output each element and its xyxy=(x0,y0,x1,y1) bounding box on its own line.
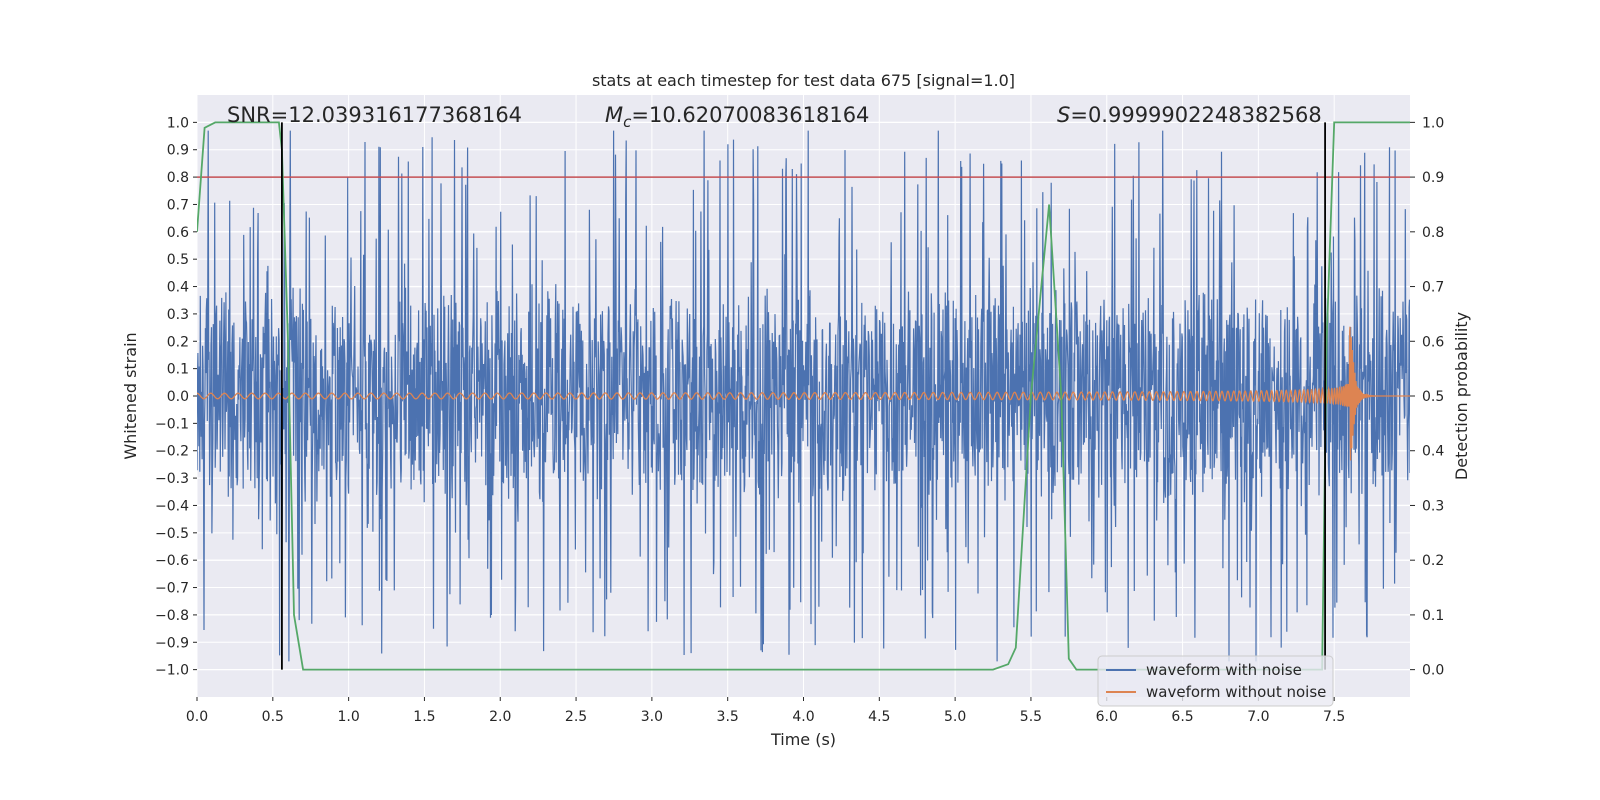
x-tick-label: 2.5 xyxy=(565,709,587,725)
mc-value: =10.62070083618164 xyxy=(631,103,869,127)
y-tick-label: −0.3 xyxy=(155,471,189,487)
y2-tick-label: 0.1 xyxy=(1422,608,1444,624)
y-tick-label: −0.5 xyxy=(155,526,189,542)
legend: waveform with noise waveform without noi… xyxy=(1097,655,1334,707)
series-waveform-with-noise xyxy=(197,130,1410,662)
x-tick-label: 5.5 xyxy=(1020,709,1042,725)
marks-layer xyxy=(281,122,1326,670)
mc-subscript: c xyxy=(623,113,632,131)
x-tick-label: 6.0 xyxy=(1096,709,1118,725)
y2-tick-label: 0.2 xyxy=(1422,553,1444,569)
y2-tick-label: 1.0 xyxy=(1422,115,1444,131)
detection-score-annotation: S=0.9999902248382568 xyxy=(1057,103,1322,127)
y-tick-label: 0.2 xyxy=(167,334,189,350)
x-tick-label: 7.0 xyxy=(1247,709,1269,725)
x-tick-label: 0.5 xyxy=(262,709,284,725)
y2-tick-label: 0.7 xyxy=(1422,280,1444,296)
y-tick-label: 1.0 xyxy=(167,115,189,131)
y-tick-label: 0.3 xyxy=(167,307,189,323)
y2-tick-label: 0.9 xyxy=(1422,170,1444,186)
y-tick-label: 0.9 xyxy=(167,143,189,159)
x-tick-label: 4.0 xyxy=(792,709,814,725)
chart-title: stats at each timestep for test data 675… xyxy=(592,71,1015,90)
x-tick-label: 5.0 xyxy=(944,709,966,725)
y-tick-label: −0.2 xyxy=(155,444,189,460)
x-tick-label: 2.0 xyxy=(489,709,511,725)
y-tick-label: 0.8 xyxy=(167,170,189,186)
y-tick-label: −0.7 xyxy=(155,581,189,597)
x-axis-label: Time (s) xyxy=(770,730,836,749)
x-tick-label: 3.5 xyxy=(717,709,739,725)
y2-tick-label: 0.6 xyxy=(1422,334,1444,350)
s-symbol: S xyxy=(1057,103,1070,127)
y-tick-label: −1.0 xyxy=(155,663,189,679)
x-tick-label: 3.0 xyxy=(641,709,663,725)
y2-tick-label: 0.4 xyxy=(1422,444,1444,460)
y-tick-label: 0.5 xyxy=(167,252,189,268)
y-tick-label: −0.6 xyxy=(155,553,189,569)
y-tick-label: 0.1 xyxy=(167,362,189,378)
x-tick-label: 4.5 xyxy=(868,709,890,725)
y-tick-label: 0.7 xyxy=(167,197,189,213)
x-tick-label: 0.0 xyxy=(186,709,208,725)
y-tick-label: 0.6 xyxy=(167,225,189,241)
y2-tick-label: 0.3 xyxy=(1422,498,1444,514)
y2-tick-label: 0.8 xyxy=(1422,225,1444,241)
x-tick-label: 1.5 xyxy=(413,709,435,725)
axes-layer: 0.0 0.5 1.0 1.5 2.0 2.5 3.0 3.5 4.0 4.5 5.0 5.5 6.0 6… xyxy=(155,115,1444,725)
y-tick-label: −0.9 xyxy=(155,635,189,651)
snr-annotation: SNR=12.039316177368164 xyxy=(227,103,522,127)
x-tick-label: 7.5 xyxy=(1323,709,1345,725)
y2-tick-label: 0.0 xyxy=(1422,663,1444,679)
mc-symbol: M xyxy=(605,103,623,127)
legend-box xyxy=(1097,655,1334,707)
y-tick-label: −0.8 xyxy=(155,608,189,624)
y-tick-label: 0.4 xyxy=(167,280,189,296)
x-tick-label: 6.5 xyxy=(1171,709,1193,725)
chirp-mass-annotation: Mc=10.62070083618164 xyxy=(605,103,869,131)
y-axis-label: Whitened strain xyxy=(121,332,140,459)
y2-tick-label: 0.5 xyxy=(1422,389,1444,405)
x-tick-label: 1.0 xyxy=(337,709,359,725)
y-tick-label: 0.0 xyxy=(167,389,189,405)
y-tick-label: −0.4 xyxy=(155,498,189,514)
s-value: =0.9999902248382568 xyxy=(1070,103,1321,127)
y2-axis-label: Detection probability xyxy=(1452,312,1471,480)
legend-entry-noisy: waveform with noise xyxy=(1146,661,1302,679)
legend-entry-clean: waveform without noise xyxy=(1146,683,1326,701)
y-tick-label: −0.1 xyxy=(155,416,189,432)
series-waveform-without-noise xyxy=(197,326,1410,461)
